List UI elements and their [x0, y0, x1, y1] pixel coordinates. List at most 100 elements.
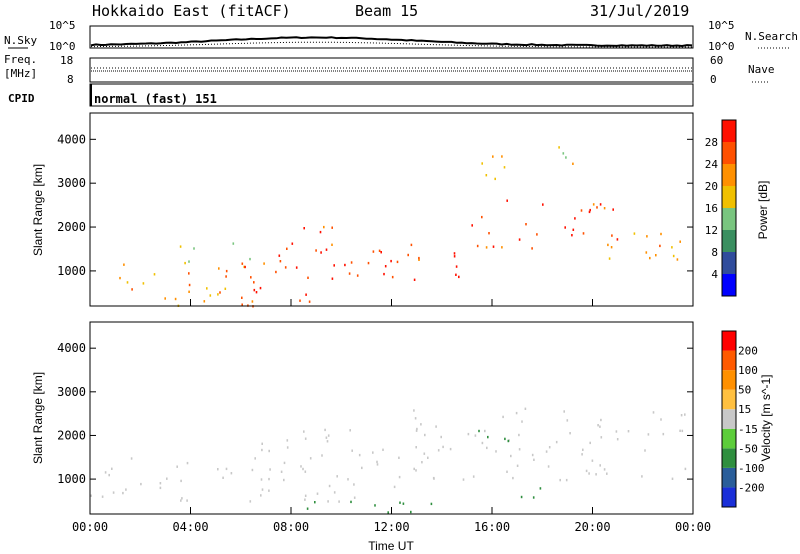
data-cell — [413, 409, 415, 412]
data-cell — [600, 436, 603, 439]
data-cell — [582, 232, 585, 235]
y-tick-label: 4000 — [57, 132, 86, 146]
data-cell — [390, 259, 392, 263]
data-cell — [268, 477, 270, 481]
power-colorbar-label: Power [dB] — [756, 181, 770, 240]
data-cell — [286, 439, 289, 442]
colorbar-segment — [722, 389, 736, 410]
data-cell — [219, 291, 221, 294]
data-cell — [350, 500, 352, 504]
data-cell — [376, 460, 378, 464]
data-cell — [420, 423, 422, 426]
data-cell — [261, 448, 263, 452]
data-cell — [418, 258, 420, 261]
velocity-colorbar: 200 100 50 15 -15 -50 -100 -200 — [721, 330, 765, 508]
data-cell — [275, 270, 277, 274]
data-cell — [321, 454, 323, 457]
data-cell — [193, 247, 195, 250]
data-cell — [217, 293, 219, 296]
data-cell — [180, 479, 182, 483]
data-cell — [268, 489, 270, 492]
data-cell — [492, 245, 495, 248]
data-cell — [374, 504, 376, 507]
data-cell — [596, 206, 598, 209]
data-cell — [676, 258, 679, 261]
power-x-ticks — [89, 299, 694, 306]
data-cell — [449, 447, 452, 451]
data-cell — [308, 300, 311, 303]
colorbar-tick-label: 24 — [705, 158, 719, 171]
data-cell — [410, 510, 412, 514]
data-cell — [303, 430, 305, 433]
data-cell — [384, 265, 387, 268]
data-cell — [307, 276, 309, 279]
data-cell — [125, 488, 127, 491]
data-cell — [432, 476, 435, 480]
data-cell — [582, 448, 584, 451]
data-cell — [423, 452, 426, 455]
data-cell — [413, 467, 415, 471]
power-colorbar: 4 8 12 16 20 24 28 — [705, 119, 737, 297]
data-cell — [344, 263, 346, 267]
data-cell — [437, 449, 440, 452]
data-cell — [153, 273, 156, 276]
data-cell — [326, 440, 329, 443]
velocity-ylabel: Slant Range [km] — [31, 372, 45, 464]
velocity-y-axis: 1000 2000 3000 4000 — [57, 341, 693, 486]
colorbar-tick-label: 20 — [705, 180, 718, 193]
x-tick-label: 20:00 — [574, 520, 610, 534]
data-cell — [416, 427, 418, 431]
data-cell — [255, 291, 258, 294]
colorbar-segment — [722, 120, 736, 142]
cpid-strip: CPID normal (fast) 151 — [8, 83, 694, 107]
data-cell — [645, 251, 648, 254]
data-cell — [309, 457, 312, 460]
colorbar-tick-label: -15 — [738, 423, 758, 436]
data-cell — [652, 411, 655, 414]
power-y-axis: 1000 2000 3000 4000 — [57, 132, 693, 278]
data-cell — [299, 299, 301, 302]
x-tick-label: 00:00 — [675, 520, 711, 534]
colorbar-frame — [721, 119, 737, 297]
data-cell — [225, 467, 228, 471]
data-cell — [112, 491, 115, 494]
data-cell — [494, 177, 496, 181]
data-cell — [224, 287, 227, 290]
nsky-tick-bottom: 10^0 — [49, 40, 76, 53]
x-tick-label: 04:00 — [172, 520, 208, 534]
data-cell — [383, 272, 385, 276]
data-cell — [440, 435, 442, 439]
colorbar-tick-label: 16 — [705, 202, 718, 215]
data-cell — [336, 475, 338, 478]
data-cell — [327, 434, 330, 437]
data-cell — [188, 290, 190, 293]
data-cell — [286, 247, 288, 250]
data-cell — [599, 425, 601, 428]
data-cell — [566, 419, 569, 422]
data-cell — [559, 478, 561, 482]
data-cell — [672, 254, 675, 258]
data-cell — [684, 413, 686, 416]
data-cell — [278, 254, 281, 257]
data-cell — [260, 478, 263, 481]
nsearch-curve — [91, 41, 692, 48]
data-cell — [542, 203, 544, 206]
data-cell — [427, 456, 429, 459]
data-cell — [259, 286, 262, 290]
data-cell — [507, 439, 510, 443]
y-tick-label: 4000 — [57, 341, 86, 355]
data-cell — [421, 461, 423, 464]
freq-label: Freq. — [4, 53, 37, 66]
data-cell — [353, 496, 356, 499]
data-cell — [174, 297, 177, 301]
colorbar-segment — [722, 164, 736, 186]
data-cell — [181, 497, 183, 500]
data-cell — [225, 269, 228, 273]
colorbar-segment — [722, 428, 736, 449]
data-cell — [518, 448, 521, 451]
data-cell — [316, 492, 319, 495]
data-cell — [90, 494, 92, 497]
data-cell — [481, 162, 483, 165]
data-cell — [351, 449, 353, 452]
data-cell — [378, 249, 381, 252]
